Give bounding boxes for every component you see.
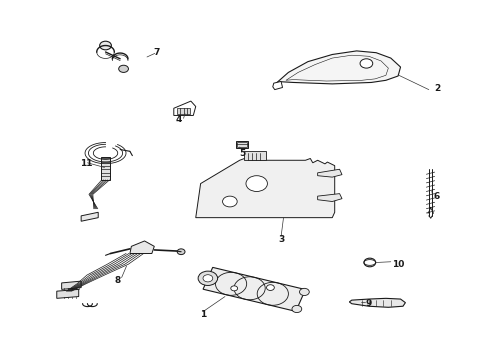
Polygon shape <box>177 108 189 114</box>
Circle shape <box>198 271 217 285</box>
Text: 11: 11 <box>80 159 92 168</box>
Polygon shape <box>235 140 248 148</box>
Circle shape <box>299 288 308 296</box>
Polygon shape <box>244 151 266 160</box>
Circle shape <box>291 305 301 312</box>
Text: 10: 10 <box>391 260 404 269</box>
Polygon shape <box>237 141 246 147</box>
Polygon shape <box>348 298 405 307</box>
Text: 5: 5 <box>239 149 244 158</box>
Circle shape <box>177 249 184 255</box>
Circle shape <box>245 176 267 192</box>
Circle shape <box>359 59 372 68</box>
Text: 7: 7 <box>153 48 160 57</box>
Polygon shape <box>317 169 341 177</box>
Circle shape <box>363 258 375 267</box>
Circle shape <box>266 285 274 291</box>
Polygon shape <box>272 81 282 90</box>
Circle shape <box>203 275 212 282</box>
Polygon shape <box>130 241 154 253</box>
Text: 4: 4 <box>175 114 182 123</box>
Polygon shape <box>57 289 79 298</box>
Polygon shape <box>81 212 98 221</box>
Text: 1: 1 <box>200 310 206 319</box>
Circle shape <box>100 41 111 50</box>
Text: 3: 3 <box>277 235 284 244</box>
Polygon shape <box>203 267 305 311</box>
Polygon shape <box>61 281 81 289</box>
Circle shape <box>119 65 128 72</box>
Circle shape <box>230 286 237 291</box>
Polygon shape <box>276 51 400 84</box>
Text: 2: 2 <box>433 84 439 93</box>
Text: 9: 9 <box>365 299 371 308</box>
Polygon shape <box>195 158 334 218</box>
Text: 8: 8 <box>114 276 121 285</box>
Text: 6: 6 <box>433 192 439 201</box>
Polygon shape <box>173 101 195 116</box>
Polygon shape <box>101 157 110 180</box>
Circle shape <box>222 196 237 207</box>
Polygon shape <box>317 194 341 202</box>
